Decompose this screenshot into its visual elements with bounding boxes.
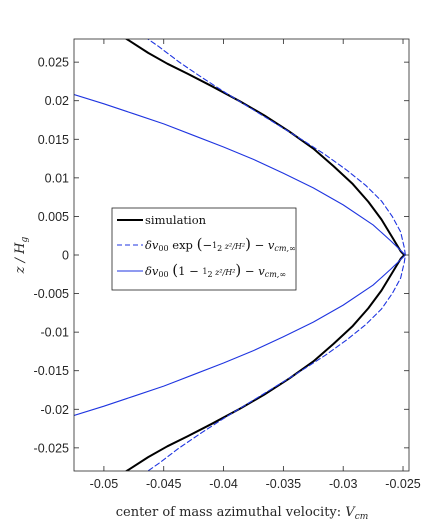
y-tick-label: -0.015 bbox=[34, 364, 69, 378]
legend-box bbox=[111, 207, 297, 291]
x-tick-label: -0.045 bbox=[146, 477, 181, 491]
y-tick-label: -0.005 bbox=[34, 287, 69, 301]
y-tick-label: 0.005 bbox=[38, 210, 69, 224]
x-tick-label: -0.05 bbox=[90, 477, 119, 491]
y-tick-label: 0.01 bbox=[45, 171, 69, 185]
legend-label-quadratic: δv00 (1 − 12 z²/H²) − vcm,∞ bbox=[145, 261, 286, 279]
y-tick-label: -0.01 bbox=[41, 326, 70, 340]
y-tick-label: -0.02 bbox=[41, 403, 70, 417]
x-tick-label: -0.025 bbox=[385, 477, 420, 491]
y-tick-label: 0 bbox=[62, 249, 69, 263]
y-tick-label: 0.015 bbox=[38, 133, 69, 147]
legend: simulation δv00 exp (−12 z²/H²) − vcm,∞ … bbox=[111, 207, 297, 291]
x-axis-label: center of mass azimuthal velocity: Vcm bbox=[116, 505, 369, 522]
y-axis-label: z / Hg bbox=[13, 236, 30, 274]
x-tick-label: -0.03 bbox=[329, 477, 358, 491]
y-tick-label: 0.025 bbox=[38, 56, 69, 70]
legend-label-simulation: simulation bbox=[145, 213, 207, 227]
x-tick-label: -0.04 bbox=[209, 477, 238, 491]
y-tick-label: 0.02 bbox=[45, 94, 69, 108]
y-tick-label: -0.025 bbox=[34, 441, 69, 455]
legend-label-gaussian: δv00 exp (−12 z²/H²) − vcm,∞ bbox=[145, 235, 296, 253]
x-tick-label: -0.035 bbox=[266, 477, 301, 491]
